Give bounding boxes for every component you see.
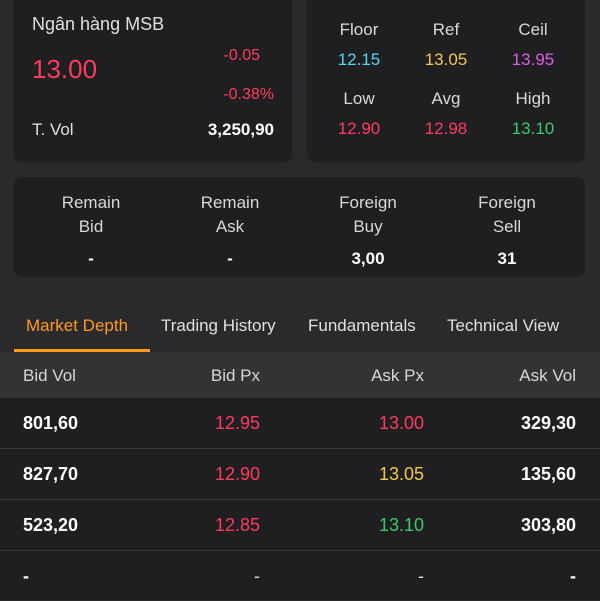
ref-label: Ref: [432, 20, 460, 39]
remain-bid-value: -: [88, 249, 94, 268]
ceil-label: Ceil: [518, 20, 548, 39]
bid-px-cell: 12.90: [214, 464, 260, 484]
foreign-sell-label-2: Sell: [492, 217, 522, 236]
detail-tabs: Market Depth Trading History Fundamental…: [0, 300, 600, 352]
quote-card: Ngân hàng MSB 13.00 -0.05 -0.38% T. Vol …: [14, 0, 292, 162]
ceil-value: 13.95: [511, 50, 555, 69]
foreign-sell-value: 31: [497, 249, 517, 268]
floor-value: 12.15: [337, 50, 381, 69]
foreign-sell-stat: Foreign Sell 31: [447, 191, 567, 271]
tab-technical-view[interactable]: Technical View: [447, 316, 560, 335]
market-depth-header: Bid Vol Bid Px Ask Px Ask Vol: [0, 352, 600, 398]
order-stats-card: Remain Bid - Remain Ask - Foreign Buy 3,…: [14, 177, 585, 277]
stock-name: Ngân hàng MSB: [32, 14, 165, 34]
remain-ask-label-2: Ask: [215, 217, 245, 236]
high-value: 13.10: [511, 119, 555, 138]
last-price: 13.00: [32, 54, 98, 84]
bid-px-cell: -: [254, 566, 260, 586]
ceil-cell: Ceil 13.95: [488, 20, 578, 70]
ask-vol-cell: -: [570, 566, 576, 586]
avg-value: 12.98: [424, 119, 468, 138]
ref-value: 13.05: [424, 50, 468, 69]
header-bid-vol: Bid Vol: [23, 366, 76, 385]
remain-ask-value: -: [227, 249, 233, 268]
low-label: Low: [343, 89, 375, 108]
high-label: High: [515, 89, 551, 108]
table-row: 801,60 12.95 13.00 329,30: [0, 398, 600, 449]
active-tab-indicator: [14, 349, 150, 352]
market-depth-table: 801,60 12.95 13.00 329,30 827,70 12.90 1…: [0, 398, 600, 600]
ask-px-cell: -: [418, 566, 424, 586]
tab-market-depth[interactable]: Market Depth: [26, 316, 129, 335]
tab-trading-history[interactable]: Trading History: [161, 316, 276, 335]
total-volume-label: T. Vol: [32, 120, 74, 139]
low-value: 12.90: [337, 119, 381, 138]
avg-cell: Avg 12.98: [401, 89, 491, 139]
foreign-sell-label-1: Foreign: [478, 193, 536, 212]
low-cell: Low 12.90: [314, 89, 404, 139]
avg-label: Avg: [431, 89, 461, 108]
foreign-buy-stat: Foreign Buy 3,00: [308, 191, 428, 271]
foreign-buy-label-1: Foreign: [339, 193, 397, 212]
foreign-buy-label-2: Buy: [353, 217, 383, 236]
bid-vol-cell: -: [23, 566, 29, 586]
remain-ask-label-1: Remain: [200, 193, 260, 212]
foreign-buy-value: 3,00: [351, 249, 385, 268]
ask-vol-cell: 135,60: [520, 464, 576, 484]
header-ask-vol: Ask Vol: [519, 366, 576, 385]
tab-fundamentals[interactable]: Fundamentals: [308, 316, 416, 335]
bid-px-cell: 12.85: [214, 515, 260, 535]
bid-vol-cell: 801,60: [23, 413, 79, 433]
bid-px-cell: 12.95: [214, 413, 260, 433]
remain-bid-label-1: Remain: [61, 193, 121, 212]
ask-px-cell: 13.10: [378, 515, 424, 535]
table-row: - - - -: [0, 551, 600, 601]
remain-ask-stat: Remain Ask -: [170, 191, 290, 271]
header-bid-px: Bid Px: [210, 366, 260, 385]
floor-cell: Floor 12.15: [314, 20, 404, 70]
total-volume-value: 3,250,90: [207, 120, 274, 139]
ask-vol-cell: 303,80: [520, 515, 576, 535]
remain-bid-label-2: Bid: [78, 217, 104, 236]
bid-vol-cell: 523,20: [23, 515, 79, 535]
table-row: 827,70 12.90 13.05 135,60: [0, 449, 600, 500]
floor-label: Floor: [339, 20, 379, 39]
remain-bid-stat: Remain Bid -: [31, 191, 151, 271]
reference-prices-card: Floor 12.15 Ref 13.05 Ceil 13.95 Low 12.…: [307, 0, 585, 162]
price-change-percent: -0.38%: [223, 86, 274, 103]
ask-px-cell: 13.00: [378, 413, 424, 433]
header-ask-px: Ask Px: [371, 366, 424, 385]
bid-vol-cell: 827,70: [23, 464, 79, 484]
ask-vol-cell: 329,30: [520, 413, 576, 433]
price-change: -0.05: [223, 47, 260, 64]
high-cell: High 13.10: [488, 89, 578, 139]
table-row: 523,20 12.85 13.10 303,80: [0, 500, 600, 551]
ref-cell: Ref 13.05: [401, 20, 491, 70]
ask-px-cell: 13.05: [378, 464, 424, 484]
